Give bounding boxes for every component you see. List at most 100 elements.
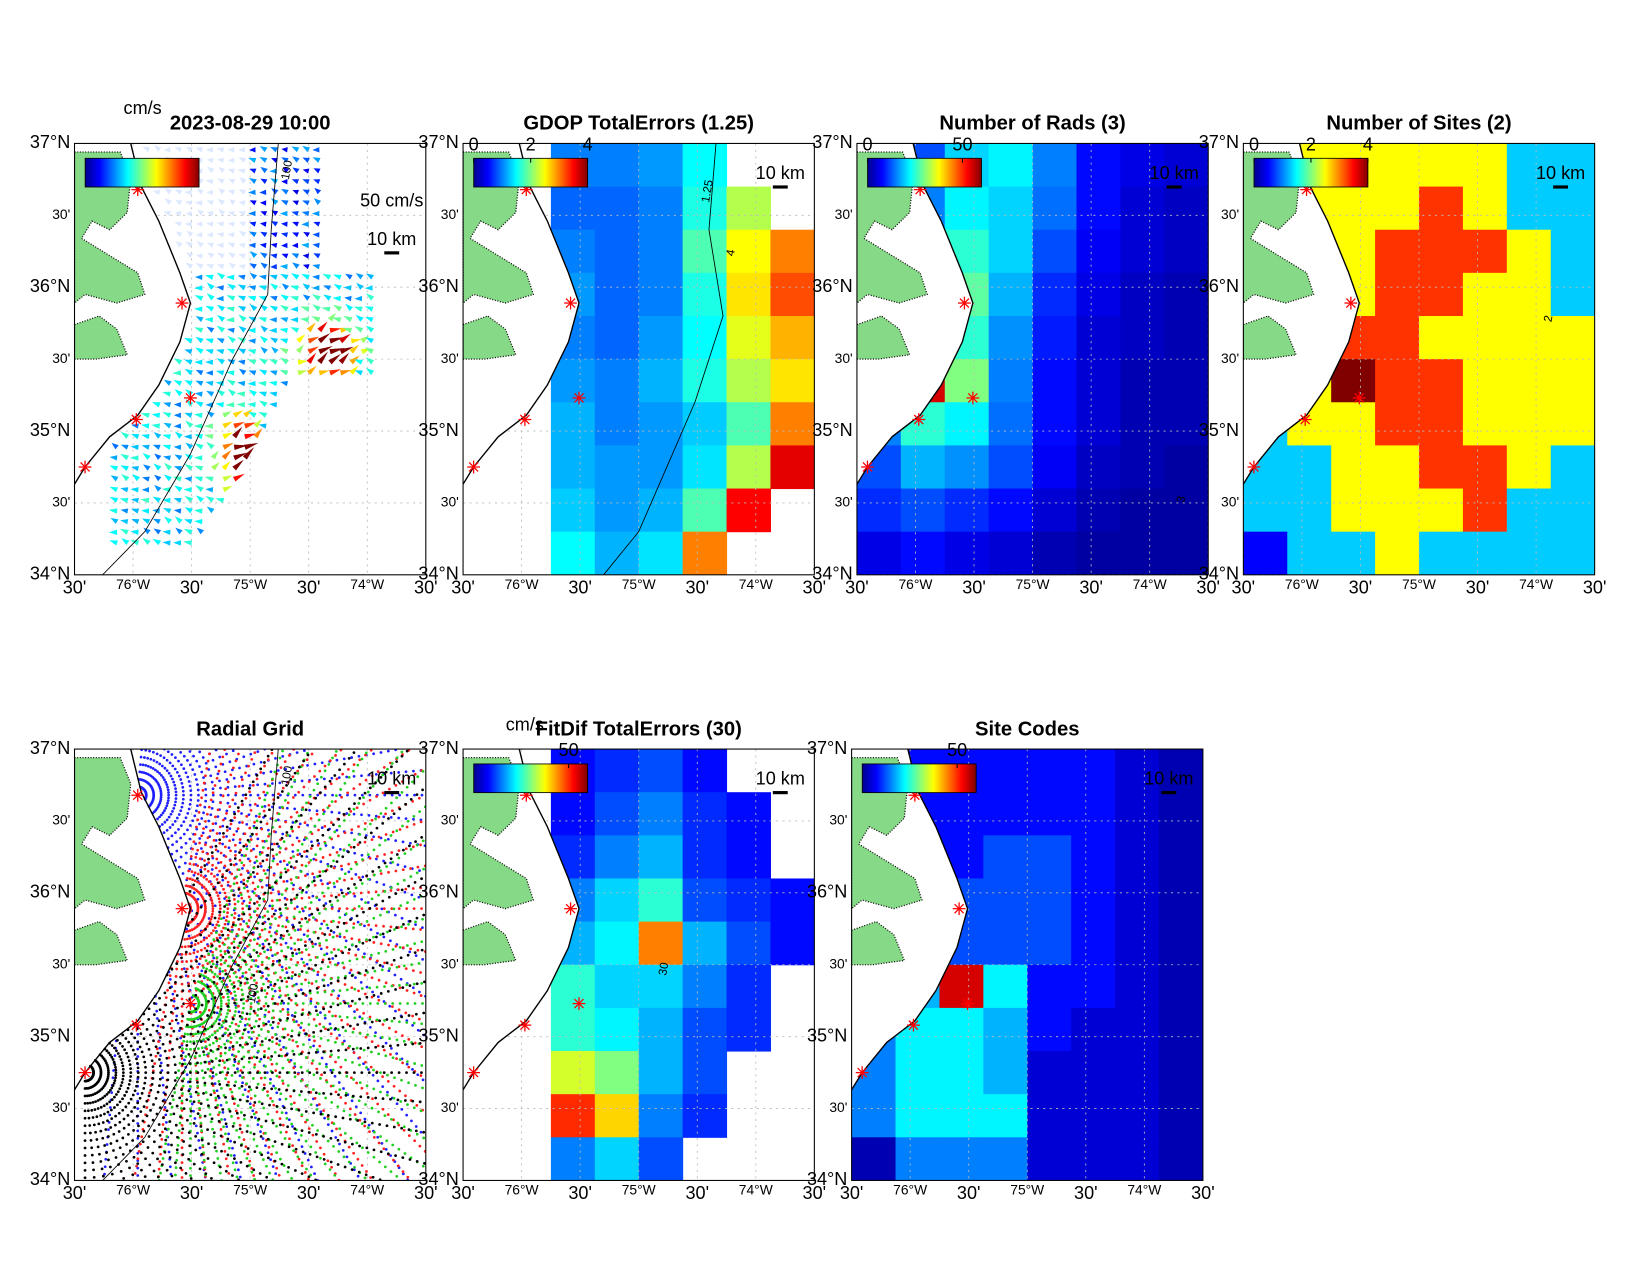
radial-cell xyxy=(411,986,415,990)
radial-cell xyxy=(326,806,330,810)
radial-cell xyxy=(210,1025,214,1028)
radial-cell xyxy=(198,841,201,845)
current-vector xyxy=(152,189,161,195)
radial-cell xyxy=(332,823,335,827)
radial-cell xyxy=(289,878,293,881)
radial-cell xyxy=(344,945,347,949)
radial-cell xyxy=(299,1026,303,1030)
radial-cell xyxy=(233,1102,236,1105)
land xyxy=(74,920,129,966)
current-vector xyxy=(342,327,353,333)
current-vector xyxy=(249,250,258,259)
radial-cell xyxy=(239,848,243,852)
colorbar-tick-label: 2 xyxy=(526,134,536,154)
field-cell xyxy=(1375,315,1420,360)
field-cell xyxy=(1506,488,1552,533)
radial-cell xyxy=(229,991,233,995)
radial-cell xyxy=(376,931,379,935)
radial-cell xyxy=(159,1152,162,1156)
radial-cell xyxy=(364,1103,367,1106)
radial-cell xyxy=(255,777,259,781)
radial-cell xyxy=(370,1050,373,1054)
radial-cell xyxy=(284,955,288,959)
radial-cell xyxy=(407,1014,411,1017)
radial-cell xyxy=(237,888,241,891)
radial-cell xyxy=(232,1063,236,1067)
radial-cell xyxy=(136,1055,140,1058)
radial-cell xyxy=(203,864,207,867)
current-vector xyxy=(354,370,363,376)
y-tick-label: 35°N xyxy=(812,420,852,440)
radial-cell xyxy=(258,1071,262,1075)
current-vector xyxy=(249,221,257,227)
radial-cell xyxy=(329,1005,333,1009)
radial-cell xyxy=(382,924,385,928)
current-vector xyxy=(195,232,203,238)
radial-cell xyxy=(189,857,193,861)
radial-cell xyxy=(240,1036,244,1040)
radial-cell xyxy=(216,873,219,877)
radial-cell xyxy=(272,912,276,916)
radial-cell xyxy=(301,991,305,995)
radial-cell xyxy=(268,832,272,836)
radial-cell xyxy=(257,954,260,958)
current-vector xyxy=(281,179,288,185)
radial-cell xyxy=(405,907,409,911)
radial-cell xyxy=(217,1063,221,1067)
radial-cell xyxy=(357,989,360,993)
radial-cell xyxy=(214,931,218,935)
site-marker xyxy=(1300,414,1311,425)
radial-cell xyxy=(186,1017,190,1021)
radial-cell xyxy=(243,1088,247,1092)
site-marker xyxy=(959,298,970,309)
radial-cell xyxy=(384,1041,388,1045)
radial-cell xyxy=(291,829,295,833)
radial-cell xyxy=(107,1128,110,1132)
radial-cell xyxy=(366,877,370,881)
radial-cell xyxy=(207,861,211,865)
radial-cell xyxy=(383,961,386,965)
radial-cell xyxy=(364,1035,368,1039)
radial-cell xyxy=(357,825,360,828)
field-cell xyxy=(1331,359,1376,403)
radial-cell xyxy=(395,1052,399,1056)
radial-cell xyxy=(327,762,331,766)
radial-cell xyxy=(322,919,326,923)
current-vector xyxy=(216,358,225,365)
current-vector xyxy=(303,231,310,238)
radial-cell xyxy=(411,1024,414,1027)
radial-cell xyxy=(288,1060,291,1064)
radial-cell xyxy=(200,834,204,838)
radial-cell xyxy=(387,817,390,820)
current-vector xyxy=(259,156,268,163)
radial-cell xyxy=(392,1118,395,1122)
radial-cell xyxy=(281,937,285,941)
radial-cell xyxy=(271,994,275,998)
radial-cell xyxy=(347,813,351,817)
current-vector xyxy=(216,242,224,249)
radial-cell xyxy=(291,796,295,799)
radial-cell xyxy=(354,873,358,876)
current-vector xyxy=(194,306,203,312)
radial-cell xyxy=(228,1046,232,1050)
current-vector xyxy=(249,272,258,280)
radial-cell xyxy=(199,940,203,944)
radial-cell xyxy=(202,1038,205,1041)
radial-cell xyxy=(352,845,356,849)
radial-cell xyxy=(167,793,171,797)
radial-cell xyxy=(394,1009,397,1013)
current-vector xyxy=(195,347,204,354)
radial-cell xyxy=(338,935,342,938)
radial-cell xyxy=(384,806,388,810)
field-cell xyxy=(638,272,684,317)
current-vector xyxy=(173,444,182,450)
radial-cell xyxy=(395,965,399,969)
radial-cell xyxy=(209,829,212,833)
radial-cell xyxy=(315,1071,319,1074)
distance-scale-label: 10 km xyxy=(1536,163,1585,183)
radial-cell xyxy=(253,1025,256,1029)
radial-cell xyxy=(348,959,352,963)
radial-cell xyxy=(246,889,250,893)
radial-cell xyxy=(360,774,363,778)
radial-cell xyxy=(257,999,261,1003)
